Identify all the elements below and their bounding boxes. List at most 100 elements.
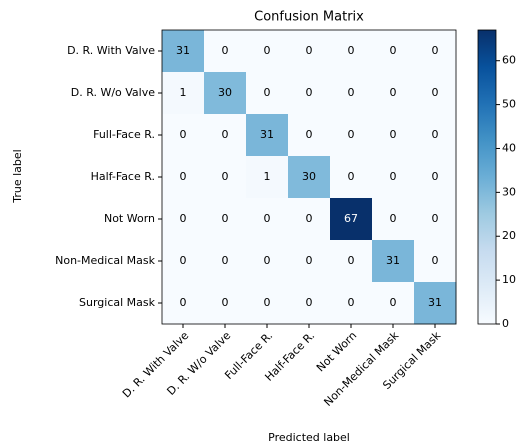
cell-label: 0 — [432, 128, 439, 141]
heatmap-cell — [414, 72, 457, 115]
cell-label: 31 — [386, 254, 400, 267]
heatmap-cell — [204, 156, 247, 199]
cell-label: 0 — [180, 128, 187, 141]
cell-label: 0 — [306, 254, 313, 267]
cell-label: 0 — [390, 128, 397, 141]
cell-label: 0 — [390, 296, 397, 309]
heatmap-cell — [372, 156, 415, 199]
cell-label: 0 — [180, 170, 187, 183]
cell-label: 67 — [344, 212, 358, 225]
heatmap-cell — [246, 30, 289, 73]
heatmap-cell — [162, 72, 205, 115]
heatmap-cell — [414, 198, 457, 241]
heatmap-cell — [372, 114, 415, 157]
heatmap-cell — [162, 156, 205, 199]
heatmap-cell — [204, 114, 247, 157]
heatmap-cell — [372, 282, 415, 325]
cell-label: 0 — [222, 170, 229, 183]
heatmap-cell — [330, 240, 373, 283]
heatmap-cell — [372, 240, 415, 283]
colorbar-tick-label: 50 — [502, 98, 516, 111]
cell-label: 0 — [264, 254, 271, 267]
cell-label: 0 — [222, 296, 229, 309]
cell-label: 1 — [180, 86, 187, 99]
heatmap-cell — [330, 114, 373, 157]
cell-label: 0 — [390, 86, 397, 99]
heatmap-cell — [288, 198, 331, 241]
cell-label: 0 — [390, 44, 397, 57]
cell-label: 0 — [180, 254, 187, 267]
cell-label: 0 — [306, 86, 313, 99]
cell-label: 0 — [222, 212, 229, 225]
heatmap-cell — [414, 114, 457, 157]
y-tick-label: Half-Face R. — [91, 170, 155, 183]
heatmap-cell — [288, 114, 331, 157]
heatmap-cell — [330, 198, 373, 241]
heatmap-cell — [330, 282, 373, 325]
cell-label: 0 — [432, 44, 439, 57]
heatmap-cell — [162, 240, 205, 283]
y-tick-label: Non-Medical Mask — [55, 254, 156, 267]
cell-label: 0 — [390, 170, 397, 183]
cell-label: 0 — [180, 296, 187, 309]
cell-label: 0 — [222, 44, 229, 57]
cell-label: 0 — [432, 254, 439, 267]
cell-label: 0 — [390, 212, 397, 225]
heatmap-cell — [246, 198, 289, 241]
cell-label: 31 — [176, 44, 190, 57]
cell-label: 0 — [264, 44, 271, 57]
cell-label: 30 — [218, 86, 232, 99]
colorbar-tick-label: 30 — [502, 185, 516, 198]
cell-label: 0 — [222, 254, 229, 267]
heatmap-cell — [414, 240, 457, 283]
cell-label: 0 — [432, 86, 439, 99]
chart-title: Confusion Matrix — [254, 10, 364, 25]
cell-label: 31 — [428, 296, 442, 309]
heatmap-cell — [330, 72, 373, 115]
heatmap-cell — [288, 240, 331, 283]
cell-label: 30 — [302, 170, 316, 183]
heatmap-cell — [204, 282, 247, 325]
heatmap-cell — [246, 156, 289, 199]
colorbar-tick-label: 10 — [502, 273, 516, 286]
cell-label: 0 — [222, 128, 229, 141]
heatmap-cell — [288, 30, 331, 73]
heatmap-cell — [372, 72, 415, 115]
cell-label: 0 — [306, 212, 313, 225]
cell-label: 0 — [348, 44, 355, 57]
y-tick-label: D. R. With Valve — [67, 44, 155, 57]
cell-label: 0 — [348, 128, 355, 141]
heatmap-cell — [204, 30, 247, 73]
heatmap-cell — [246, 114, 289, 157]
heatmap-cell — [162, 30, 205, 73]
x-tick-label: Non-Medical Mask — [321, 329, 401, 409]
heatmap-cell — [330, 156, 373, 199]
colorbar-tick-label: 40 — [502, 141, 516, 154]
heatmap-cell — [414, 30, 457, 73]
y-tick-label: D. R. W/o Valve — [71, 86, 155, 99]
cell-label: 0 — [348, 254, 355, 267]
cell-label: 31 — [260, 128, 274, 141]
cell-label: 0 — [264, 212, 271, 225]
cell-label: 0 — [432, 212, 439, 225]
y-tick-label: Full-Face R. — [93, 128, 155, 141]
heatmap-cell — [288, 72, 331, 115]
heatmap-cell — [162, 198, 205, 241]
y-tick-label: Surgical Mask — [79, 296, 156, 309]
y-tick-label: Not Worn — [104, 212, 155, 225]
cell-label: 0 — [348, 296, 355, 309]
heatmap-cell — [288, 156, 331, 199]
heatmap-cell — [204, 240, 247, 283]
cell-label: 1 — [264, 170, 271, 183]
cell-label: 0 — [306, 44, 313, 57]
heatmap-cell — [414, 156, 457, 199]
cell-label: 0 — [432, 170, 439, 183]
cell-label: 0 — [180, 212, 187, 225]
heatmap-cell — [372, 30, 415, 73]
cell-label: 0 — [306, 296, 313, 309]
cell-label: 0 — [348, 86, 355, 99]
colorbar — [477, 29, 497, 325]
heatmap-cell — [330, 30, 373, 73]
heatmap-cell — [246, 282, 289, 325]
